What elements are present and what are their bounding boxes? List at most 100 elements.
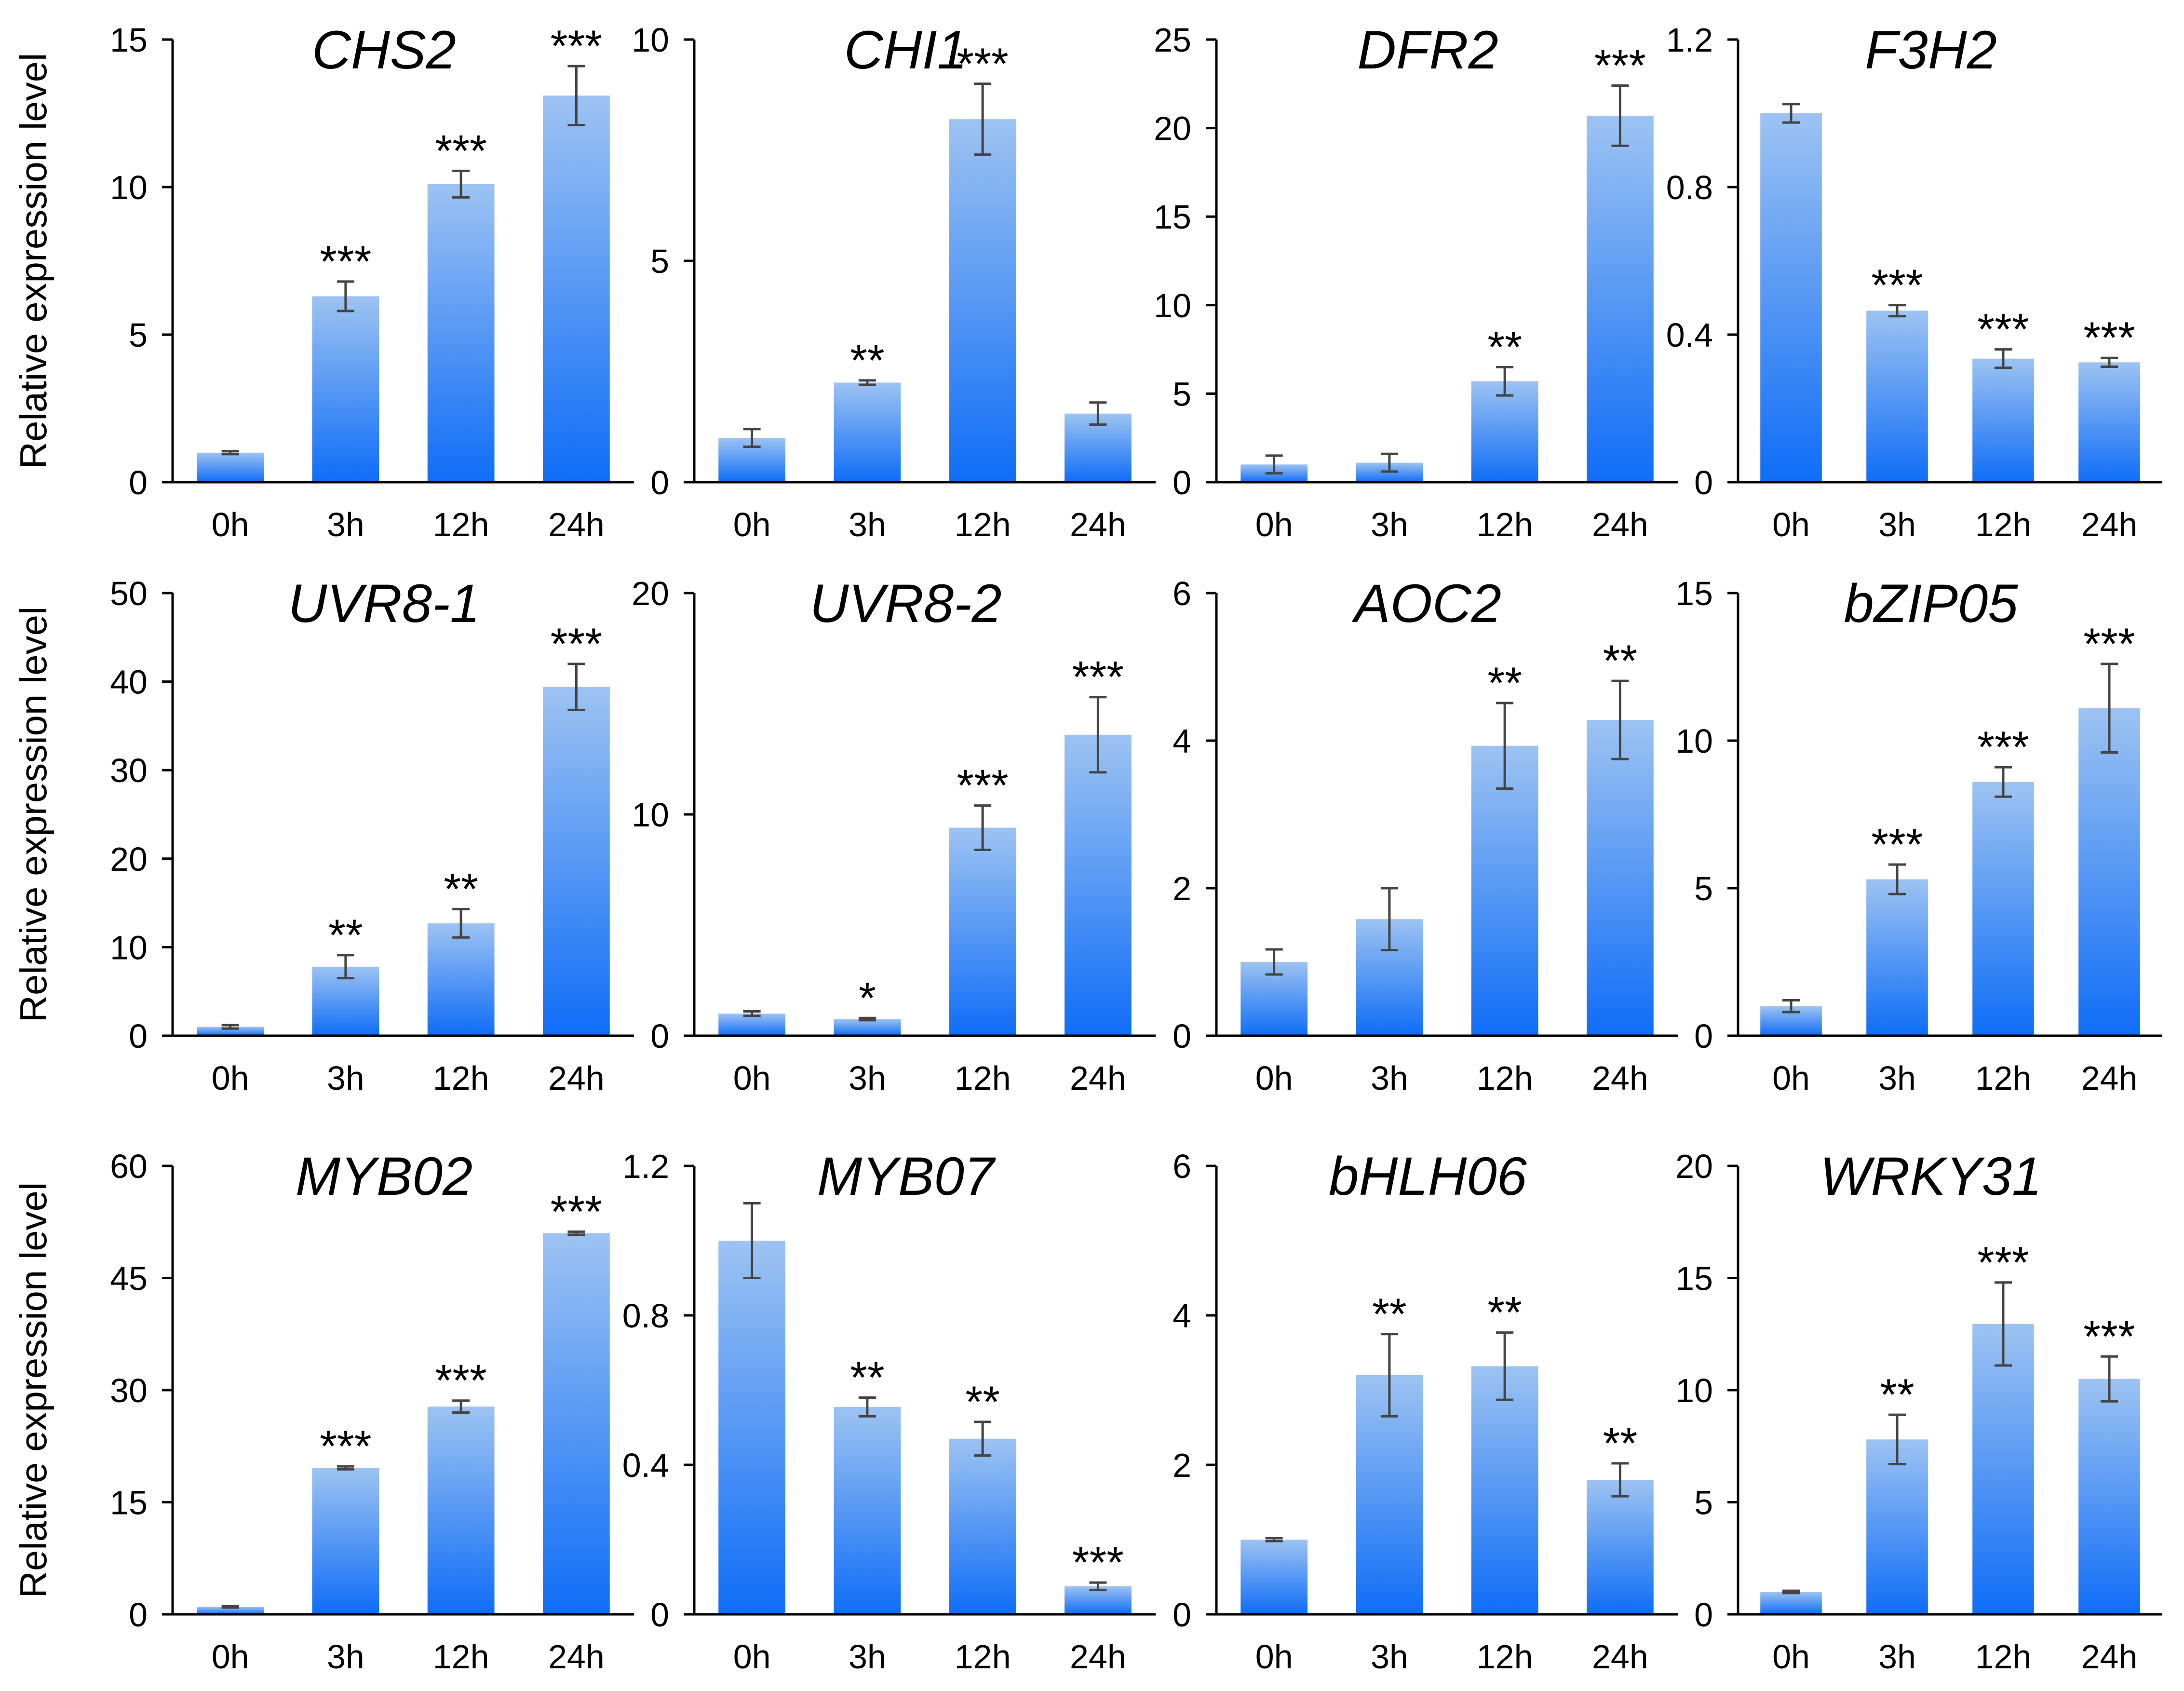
error-bar [221,450,239,456]
y-tick-label: 0.4 [1666,316,1713,354]
significance-mark: ** [1603,636,1638,686]
x-tick-label: 3h [327,1059,364,1097]
y-tick-label: 2 [1173,1447,1191,1484]
panel-title: CHS2 [312,20,456,80]
bar-3h [834,1019,901,1036]
error-bar [858,1016,876,1022]
y-tick-label: 0 [1694,464,1713,501]
bar-12h [1972,782,2034,1036]
x-tick-label: 0h [212,506,249,543]
significance-mark: *** [551,1187,602,1236]
error-bar [1089,401,1107,426]
bar-24h [1586,115,1654,482]
y-tick-label: 5 [1173,375,1191,413]
bar-0h [1240,1540,1308,1614]
significance-mark: ** [965,1378,1000,1427]
x-tick-label: 24h [548,506,605,543]
error-bar [743,1202,761,1279]
chart-panel-bzip05: 0h *** 3h *** 12h *** 24h 0 5 10 15 bZIP05 [1675,573,2162,1097]
error-bar [452,907,470,939]
significance-mark: *** [551,620,602,669]
panel-title: UVR8-1 [288,573,480,634]
error-bar [1496,1331,1514,1401]
x-tick-label: 0h [1255,1059,1293,1097]
y-tick-label: 25 [1154,21,1191,59]
bar-0h [197,1027,264,1036]
y-tick-label: 0 [650,1596,669,1634]
x-tick-label: 24h [1070,1059,1126,1097]
significance-mark: ** [850,336,885,385]
panel-title: bZIP05 [1844,573,2018,634]
error-bar [974,804,992,851]
y-tick-label: 0.8 [1666,169,1713,206]
significance-mark: *** [1871,261,1923,310]
bar-24h [1586,720,1654,1036]
y-tick-label: 10 [1154,287,1191,325]
x-tick-label: 3h [1878,1059,1916,1097]
bar-24h [542,687,610,1036]
significance-mark: *** [435,126,486,176]
error-bar [1995,766,2012,798]
error-bar [1888,863,1906,895]
x-tick-label: 0h [733,1059,771,1097]
x-tick-label: 24h [548,1638,605,1676]
bar-0h [197,452,264,482]
x-tick-label: 24h [548,1059,605,1097]
panel-title: DFR2 [1357,20,1498,80]
x-tick-label: 24h [2081,1059,2138,1097]
y-tick-label: 20 [1154,110,1191,148]
panel-title: AOC2 [1351,573,1501,634]
significance-mark: *** [1072,1538,1124,1587]
x-tick-label: 12h [1975,1059,2032,1097]
error-bar [974,82,992,156]
y-tick-label: 6 [1173,575,1191,612]
x-tick-label: 12h [1477,1059,1533,1097]
y-tick-label: 4 [1173,722,1191,760]
significance-mark: ** [1372,1290,1407,1339]
y-tick-label: 30 [110,752,148,789]
y-tick-label: 1.2 [1666,21,1713,59]
chart-panel-uvr8-1: Relative expression level 0h ** 3h ** 12h *** 2… [12,573,634,1097]
bar-12h [949,1438,1016,1614]
error-bar [221,1024,239,1030]
significance-mark: * [859,974,876,1023]
y-tick-label: 20 [632,575,669,612]
error-bar [1265,1537,1283,1542]
x-tick-label: 3h [327,1638,364,1676]
significance-mark: ** [1487,1288,1522,1338]
significance-mark: ** [1487,323,1522,372]
bar-0h [1760,1592,1822,1614]
significance-mark: *** [1977,723,2029,772]
error-bar [1995,348,2012,369]
error-bar [1611,84,1629,147]
error-bar [1611,1462,1629,1498]
bar-12h [949,827,1016,1036]
error-bar [1888,304,1906,318]
bar-24h [2078,708,2140,1036]
significance-mark: *** [551,22,602,71]
error-bar [743,1010,761,1017]
panel-title: F3H2 [1865,20,1997,80]
error-bar [1496,702,1514,790]
significance-mark: *** [1871,820,1923,869]
y-tick-label: 10 [632,21,669,59]
error-bar [337,280,354,312]
error-bar [1782,999,1800,1014]
x-tick-label: 0h [212,1638,249,1676]
bar-12h [427,1407,495,1614]
significance-mark: *** [320,237,371,286]
x-tick-label: 0h [1772,506,1810,543]
y-tick-label: 2 [1173,870,1191,907]
x-tick-label: 3h [849,1059,886,1097]
x-tick-label: 12h [433,506,489,543]
error-bar [1265,454,1283,475]
x-tick-label: 3h [1878,1638,1916,1676]
panel-title: UVR8-2 [809,573,1001,634]
y-tick-label: 0.8 [622,1297,669,1335]
bar-3h [1866,879,1928,1036]
significance-mark: *** [1072,653,1124,702]
bar-12h [1972,1324,2034,1614]
x-tick-label: 24h [2081,1638,2138,1676]
y-tick-label: 0 [650,1017,669,1055]
